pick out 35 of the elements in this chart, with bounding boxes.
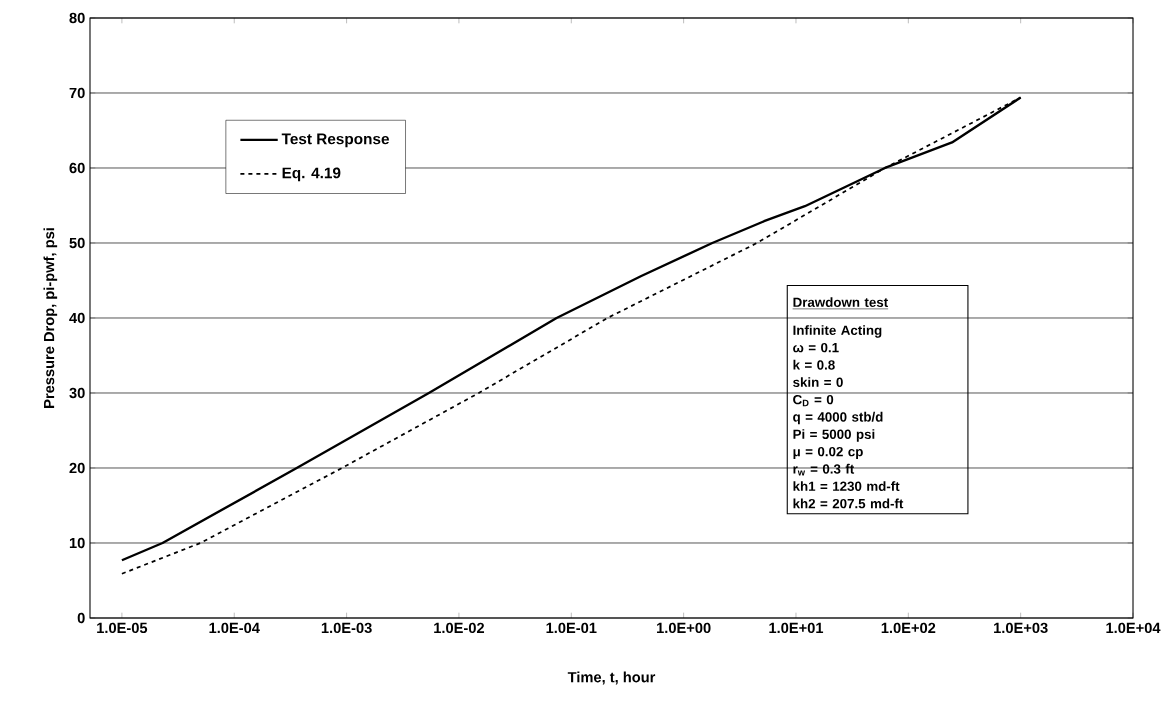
y-tick-label: 70: [69, 87, 85, 99]
x-tick-label: 1.0E-04: [209, 622, 260, 634]
legend-label: Eq. 4.19: [282, 167, 341, 182]
annotation: Drawdown test: [793, 297, 888, 307]
annotation: Pi = 5000 psi: [793, 429, 875, 442]
x-tick-label: 1.0E-02: [434, 622, 485, 634]
y-tick-label: 10: [69, 537, 85, 549]
x-tick-label: 1.0E+02: [881, 622, 936, 634]
x-tick-label: 1.0E+04: [1106, 622, 1161, 634]
y-tick-label: 80: [69, 12, 85, 24]
annotation: k = 0.8: [793, 359, 835, 370]
y-tick-label: 40: [69, 312, 85, 324]
legend-label: Test Response: [281, 133, 389, 148]
y-tick-label: 0: [77, 612, 85, 624]
y-tick-label: 20: [69, 462, 85, 474]
annotation: Infinite Acting: [793, 325, 882, 338]
x-tick-label: 1.0E-01: [546, 622, 597, 634]
x-tick-label: 1.0E-05: [97, 622, 148, 634]
annotation: ω = 0.1: [793, 342, 839, 353]
annotation: q = 4000 stb/d: [793, 411, 883, 425]
y-tick-label: 50: [69, 237, 85, 249]
y-tick-label: 30: [69, 387, 85, 399]
y-tick-label: 60: [69, 162, 85, 174]
x-tick-label: 1.0E-03: [321, 622, 372, 634]
x-axis-title: Time, t, hour: [567, 671, 656, 685]
x-tick-label: 1.0E+01: [769, 622, 824, 634]
annotation: kh2 = 207.5 md-ft: [793, 498, 904, 509]
annotation: kh1 = 1230 md-ft: [793, 481, 900, 492]
y-axis-title: Pressure Drop, pi-pwf, psi: [43, 228, 58, 408]
annotation: C$_{D}$ = 0: [793, 394, 834, 407]
annotation: skin = 0: [793, 377, 843, 387]
annotation: r$_{w}$ = 0.3 ft: [793, 463, 855, 476]
annotation: μ = 0.02 cp: [793, 446, 863, 459]
x-tick-label: 1.0E+03: [994, 622, 1048, 634]
x-tick-label: 1.0E+00: [657, 622, 711, 634]
